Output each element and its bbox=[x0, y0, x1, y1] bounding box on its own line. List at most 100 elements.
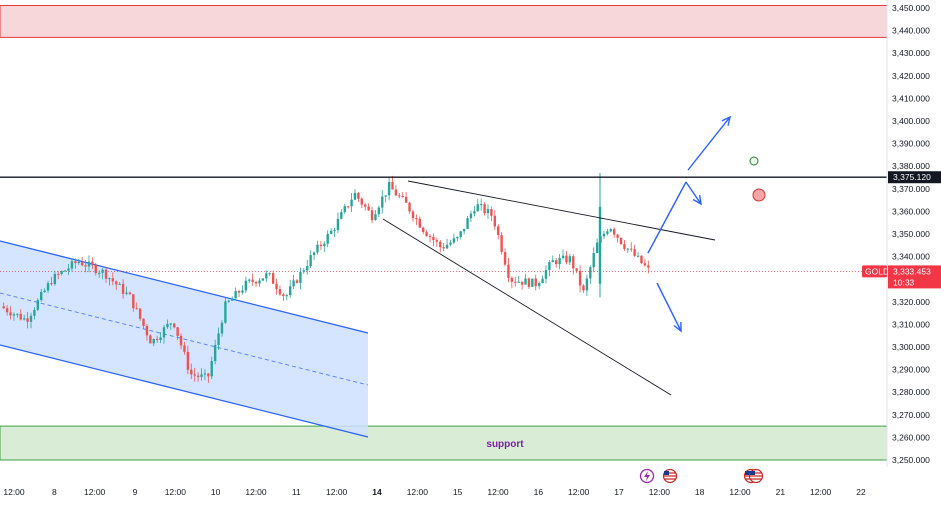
symbol-label: GOLD bbox=[865, 266, 889, 276]
candle bbox=[411, 209, 415, 222]
candle bbox=[190, 363, 193, 379]
channel-upper-line[interactable] bbox=[0, 240, 369, 334]
candle bbox=[40, 288, 43, 302]
price-tick-label: 3,430.000 bbox=[892, 48, 930, 58]
candle bbox=[340, 209, 343, 220]
time-tick-label: 16 bbox=[534, 487, 544, 497]
resistance-price-label: 3,375.120 bbox=[893, 172, 931, 182]
green-marker-icon[interactable] bbox=[749, 156, 759, 166]
candle bbox=[428, 233, 432, 243]
candle bbox=[589, 265, 592, 284]
price-axis[interactable]: 3,250.000 3,260.000 3,270.000 3,280.000 3,29… bbox=[886, 0, 941, 508]
descending-channel[interactable] bbox=[0, 240, 369, 438]
candle bbox=[299, 267, 302, 290]
candle bbox=[5, 305, 9, 316]
candle bbox=[384, 195, 387, 203]
candle bbox=[367, 203, 370, 211]
candle bbox=[70, 259, 74, 272]
candle bbox=[544, 265, 548, 284]
candle bbox=[578, 265, 582, 293]
candle bbox=[381, 190, 384, 214]
candle bbox=[602, 230, 606, 239]
candle bbox=[224, 296, 227, 324]
candle bbox=[527, 277, 531, 289]
candle bbox=[193, 367, 196, 382]
candle bbox=[353, 189, 357, 201]
us-flag-icon[interactable] bbox=[748, 468, 764, 484]
us-flag-icon[interactable] bbox=[662, 468, 678, 484]
time-axis[interactable]: 12:00 8 12:00 9 12:00 10 12:00 11 12:00 14 12:00 15… bbox=[0, 482, 887, 497]
candle bbox=[387, 176, 391, 201]
candle bbox=[558, 253, 561, 270]
candle bbox=[118, 282, 121, 285]
candle bbox=[425, 229, 428, 237]
candle bbox=[585, 274, 589, 296]
wedge-lower-line[interactable] bbox=[382, 218, 672, 396]
candle bbox=[50, 276, 53, 286]
candle bbox=[248, 278, 251, 284]
candle bbox=[111, 272, 115, 286]
time-tick-label: 14 bbox=[372, 487, 382, 497]
candle bbox=[306, 259, 309, 275]
wedge-pattern[interactable] bbox=[382, 180, 716, 396]
candle bbox=[640, 255, 643, 265]
time-tick-label: 12:00 bbox=[407, 487, 429, 497]
candle bbox=[452, 233, 456, 244]
spike-candle bbox=[598, 172, 602, 298]
candle bbox=[33, 307, 36, 320]
candle bbox=[80, 256, 84, 267]
candle bbox=[91, 257, 94, 269]
time-tick-label: 12:00 bbox=[84, 487, 106, 497]
wedge-upper-line[interactable] bbox=[407, 180, 716, 241]
candle bbox=[364, 203, 367, 211]
last-price-label: 3,333.453 bbox=[893, 266, 931, 276]
resistance-zone[interactable] bbox=[0, 4, 888, 38]
candle bbox=[169, 323, 173, 330]
candle bbox=[466, 216, 469, 230]
candle bbox=[159, 332, 162, 344]
candle bbox=[418, 216, 421, 229]
candle bbox=[439, 240, 442, 253]
candle bbox=[357, 191, 360, 202]
time-tick-label: 12:00 bbox=[810, 487, 832, 497]
candle bbox=[309, 250, 312, 268]
candle bbox=[162, 324, 166, 344]
candle bbox=[612, 227, 616, 238]
channel-lower-line[interactable] bbox=[0, 344, 369, 438]
candle bbox=[125, 286, 128, 296]
candle bbox=[507, 257, 510, 283]
candle bbox=[234, 287, 237, 299]
candle bbox=[520, 281, 524, 290]
candle bbox=[636, 252, 640, 258]
candle bbox=[166, 319, 169, 330]
candle bbox=[415, 214, 418, 226]
candle bbox=[132, 294, 135, 312]
candle bbox=[302, 268, 306, 274]
candle bbox=[510, 276, 514, 289]
candle bbox=[135, 302, 138, 310]
candle bbox=[220, 320, 224, 337]
candle bbox=[333, 227, 336, 238]
lightning-icon[interactable] bbox=[639, 468, 655, 484]
candle bbox=[572, 254, 575, 275]
candle bbox=[442, 242, 445, 252]
candle bbox=[94, 262, 97, 276]
last-price-tag: GOLD 3,333.453 10:33 bbox=[862, 265, 941, 289]
price-tick-label: 3,290.000 bbox=[892, 365, 930, 375]
red-marker-icon[interactable] bbox=[752, 188, 766, 202]
candle bbox=[29, 312, 33, 329]
candle bbox=[336, 212, 340, 234]
support-zone-label: support bbox=[486, 439, 524, 450]
time-tick-label: 18 bbox=[695, 487, 705, 497]
candle bbox=[128, 291, 132, 295]
candle bbox=[227, 299, 230, 303]
price-tick-label: 3,320.000 bbox=[892, 297, 930, 307]
candle bbox=[278, 285, 282, 297]
price-tick-label: 3,250.000 bbox=[892, 455, 930, 465]
candle bbox=[456, 236, 459, 242]
candle bbox=[609, 228, 612, 233]
candle bbox=[575, 268, 578, 273]
support-zone[interactable] bbox=[0, 425, 888, 461]
event-icons bbox=[639, 468, 764, 484]
